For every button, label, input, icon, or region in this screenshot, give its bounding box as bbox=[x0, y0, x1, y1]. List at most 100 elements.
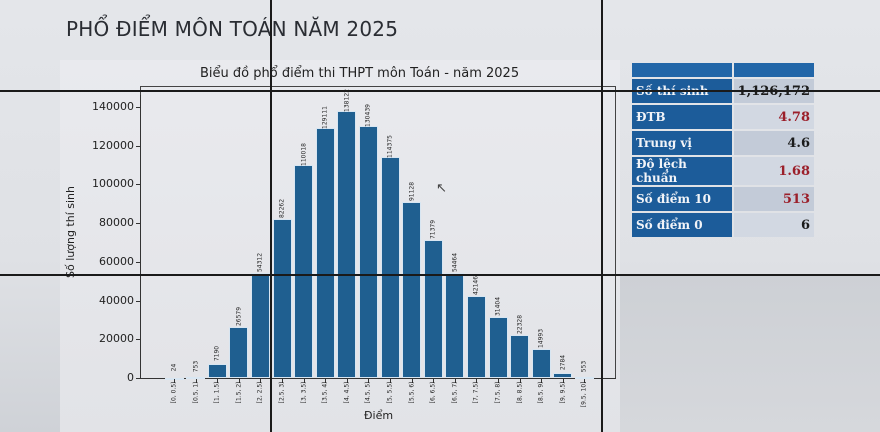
stats-label: Độ lệch chuẩn bbox=[632, 157, 732, 185]
bar bbox=[272, 218, 292, 378]
x-tick-mark bbox=[368, 379, 370, 383]
x-tick-label: [6, 6.5) bbox=[429, 381, 437, 404]
bar-value-label: 114375 bbox=[386, 134, 394, 158]
bar bbox=[186, 376, 206, 379]
overlay-line bbox=[270, 0, 272, 432]
y-tick-label: 60000 bbox=[99, 254, 134, 268]
stats-row: Trung vị 4.6 bbox=[632, 131, 814, 155]
y-axis bbox=[140, 95, 141, 378]
x-tick-mark bbox=[174, 379, 175, 383]
bar bbox=[358, 125, 378, 378]
x-tick-label: [1.5, 2) bbox=[235, 381, 243, 404]
bar bbox=[380, 156, 400, 378]
stats-value: 1.68 bbox=[733, 157, 814, 185]
y-tick-mark bbox=[136, 300, 140, 302]
x-tick-mark bbox=[411, 379, 413, 383]
x-tick-mark bbox=[303, 379, 305, 383]
x-tick-label: [0, 0.5) bbox=[170, 381, 178, 404]
plot-frame bbox=[140, 86, 616, 379]
x-tick-label: [3, 3.5) bbox=[300, 381, 308, 404]
bar-value-label: 22328 bbox=[516, 314, 524, 334]
stats-header-row bbox=[632, 63, 814, 77]
y-tick-mark bbox=[136, 184, 140, 186]
y-tick-label: 0 bbox=[127, 371, 134, 384]
y-tick-mark bbox=[136, 261, 140, 263]
x-tick-label: [5, 5.5) bbox=[386, 381, 394, 404]
x-tick-label: [7, 7.5) bbox=[472, 381, 480, 404]
y-tick-label: 20000 bbox=[99, 332, 134, 346]
overlay-line bbox=[0, 274, 880, 276]
bar-value-label: 753 bbox=[192, 360, 200, 372]
y-tick-mark bbox=[136, 378, 140, 379]
bar bbox=[531, 348, 551, 378]
x-tick-label: [4, 4.5) bbox=[343, 381, 351, 404]
y-tick-mark bbox=[136, 339, 140, 341]
x-axis-label: Điểm bbox=[364, 409, 394, 422]
stats-value: 4.6 bbox=[733, 131, 814, 155]
stats-row: ĐTB 4.78 bbox=[632, 105, 814, 129]
bar bbox=[402, 201, 422, 378]
x-tick-label: [4.5, 5) bbox=[364, 381, 372, 404]
x-tick-mark bbox=[260, 379, 262, 383]
x-tick-label: [2.5, 3) bbox=[278, 381, 286, 404]
x-tick-label: [5.5, 6) bbox=[408, 381, 416, 404]
bar bbox=[510, 334, 530, 378]
x-tick-mark bbox=[325, 379, 327, 383]
bar bbox=[315, 128, 335, 378]
x-tick-mark bbox=[195, 379, 197, 383]
bar-value-label: 110018 bbox=[300, 143, 308, 166]
bar-value-label: 2784 bbox=[559, 354, 567, 370]
x-tick-label: [8, 8.5) bbox=[516, 381, 524, 404]
x-tick-label: [6.5, 7) bbox=[451, 381, 459, 404]
stats-label: Số điểm 10 bbox=[632, 187, 732, 211]
stats-label: ĐTB bbox=[632, 105, 732, 129]
stats-row: Số điểm 10 513 bbox=[632, 187, 814, 211]
x-tick-mark bbox=[217, 379, 219, 383]
x-tick-mark bbox=[476, 379, 478, 383]
x-tick-mark bbox=[238, 379, 240, 383]
bar-value-label: 129111 bbox=[321, 106, 329, 130]
bar-value-label: 7190 bbox=[213, 345, 221, 362]
bar-value-label: 71379 bbox=[429, 219, 437, 239]
bar bbox=[294, 165, 314, 378]
x-tick-mark bbox=[433, 379, 435, 383]
bar-value-label: 553 bbox=[580, 360, 588, 373]
bar-value-label: 26579 bbox=[235, 306, 243, 326]
bar-value-label: 24 bbox=[170, 363, 178, 372]
x-tick-label: [1, 1.5) bbox=[213, 381, 221, 404]
x-axis bbox=[140, 378, 616, 379]
bar bbox=[553, 372, 573, 378]
page-title: PHỔ ĐIỂM MÔN TOÁN NĂM 2025 bbox=[66, 17, 399, 41]
y-tick-label: 100000 bbox=[92, 177, 134, 191]
y-tick-label: 120000 bbox=[92, 138, 134, 152]
bar bbox=[445, 272, 465, 378]
x-tick-label: [3.5, 4) bbox=[321, 381, 329, 404]
x-tick-label: [0.5, 1) bbox=[192, 381, 200, 404]
bar-value-label: 14993 bbox=[537, 328, 545, 349]
stats-label: Trung vị bbox=[632, 131, 732, 155]
x-tick-mark bbox=[584, 379, 586, 383]
y-tick-label: 80000 bbox=[99, 216, 134, 230]
stats-value: 4.78 bbox=[733, 105, 814, 129]
y-tick-label: 140000 bbox=[92, 100, 134, 113]
bar bbox=[337, 110, 357, 378]
bar bbox=[423, 239, 443, 378]
x-tick-mark bbox=[519, 379, 521, 383]
stats-label: Số điểm 0 bbox=[632, 213, 732, 237]
y-tick-mark bbox=[136, 223, 140, 225]
mouse-pointer-icon: ↖ bbox=[436, 181, 447, 196]
x-tick-mark bbox=[562, 379, 564, 383]
bar bbox=[229, 326, 249, 378]
stats-value: 6 bbox=[733, 213, 814, 237]
overlay-line bbox=[0, 90, 880, 92]
bar-value-label: 54464 bbox=[451, 252, 459, 272]
x-tick-mark bbox=[498, 379, 499, 383]
bar-value-label: 54312 bbox=[256, 252, 264, 272]
x-tick-label: [7.5, 8) bbox=[494, 381, 502, 404]
x-tick-mark bbox=[282, 379, 283, 383]
bar-value-label: 31404 bbox=[494, 297, 502, 317]
x-tick-label: [9.5, 10] bbox=[580, 381, 588, 408]
x-tick-label: [2, 2.5) bbox=[256, 381, 264, 404]
